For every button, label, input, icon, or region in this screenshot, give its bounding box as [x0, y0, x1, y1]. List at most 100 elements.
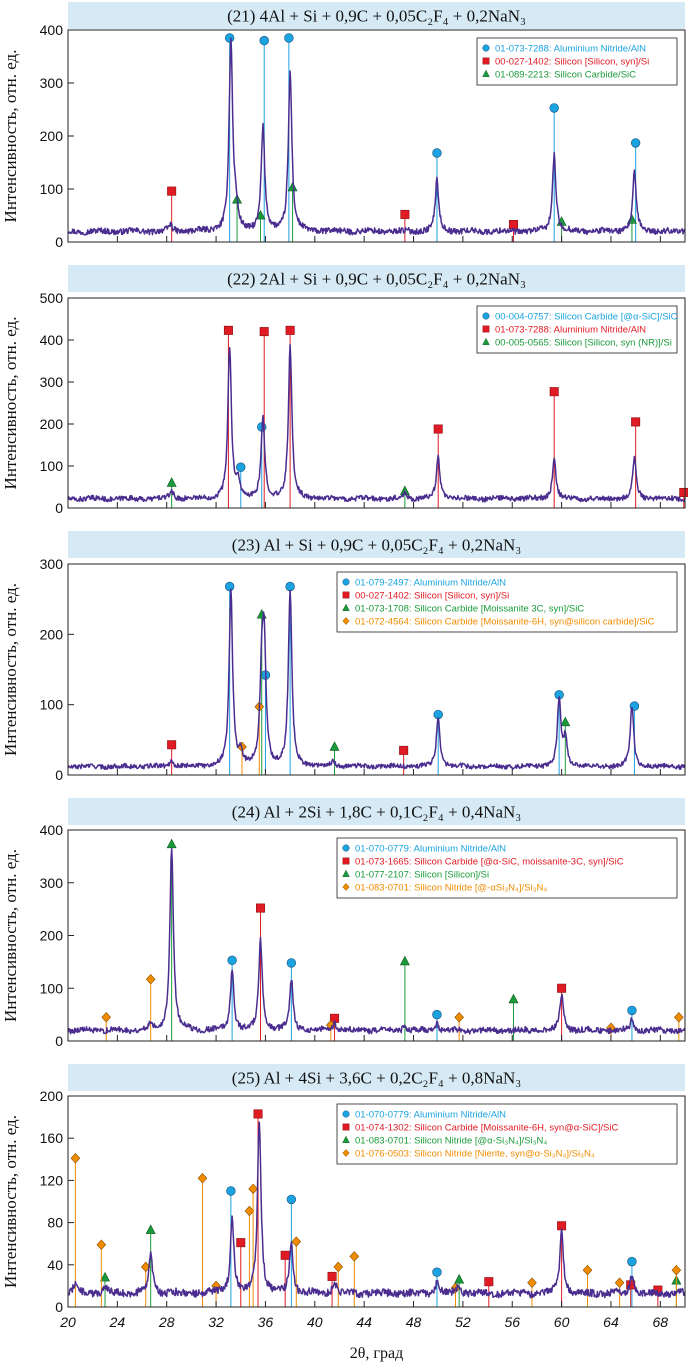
- legend-entry: 01-083-0701: Silicon Nitride [@-αSi₃N₄]/…: [355, 883, 547, 894]
- phase-marker-21: [244, 1205, 255, 1217]
- legend-marker-1: [342, 857, 350, 865]
- x-tick-label: 40: [307, 1314, 323, 1330]
- x-tick-label: 28: [158, 1314, 175, 1330]
- panel-title-band: [68, 1064, 685, 1091]
- panel-title-band: [68, 265, 685, 292]
- phase-marker-2: [285, 581, 295, 592]
- y-tick-label: 120: [40, 1172, 64, 1188]
- xrd-curve: [67, 588, 686, 771]
- panel-title-band: [68, 2, 685, 29]
- phase-marker-1: [236, 462, 246, 472]
- y-tick-label: 160: [40, 1130, 64, 1146]
- phase-marker-4: [549, 103, 559, 113]
- phase-marker-16: [70, 1153, 81, 1164]
- phase-marker-9: [508, 993, 519, 1004]
- x-tick-label: 24: [109, 1314, 126, 1330]
- phase-marker-19: [197, 1173, 208, 1184]
- phase-marker-4: [236, 1238, 246, 1248]
- legend-entry: 00-005-0565: Silicon [Silicon, syn (NR)]…: [495, 338, 672, 349]
- x-tick-label: 60: [554, 1314, 570, 1330]
- y-tick-label: 40: [47, 1257, 63, 1273]
- y-tick-label: 200: [40, 928, 64, 944]
- phase-marker-7: [400, 209, 410, 219]
- phase-marker-29: [614, 1277, 625, 1288]
- phase-marker-12: [100, 1271, 111, 1282]
- y-tick-label: 400: [40, 822, 64, 838]
- legend-marker-0: [342, 578, 350, 586]
- xrd-panel-21: (21) 4Al + Si + 0,9C + 0,05C₂F₄ + 0,2NaN…: [1, 2, 686, 250]
- phase-marker-10: [101, 1012, 112, 1023]
- panel-title: (22) 2Al + Si + 0,9C + 0,05C₂F₄ + 0,2NaN…: [227, 270, 526, 289]
- phase-marker-0: [226, 1186, 236, 1196]
- phase-marker-13: [145, 1224, 156, 1234]
- phase-marker-2: [223, 325, 233, 335]
- y-tick-label: 400: [40, 22, 64, 38]
- legend-entry: 01-072-4564: Silicon Carbide [Moissanite…: [355, 617, 655, 628]
- phase-marker-8: [508, 220, 518, 230]
- legend-entry: 01-079-2497: Aluminium Nitride/AlN: [355, 578, 506, 589]
- xrd-panel-23: (23) Al + Si + 0,9C + 0,05C₂F₄ + 0,2NaN₃…: [1, 531, 686, 783]
- panel-title: (21) 4Al + Si + 0,9C + 0,05C₂F₄ + 0,2NaN…: [227, 7, 526, 26]
- phase-marker-1: [286, 958, 297, 968]
- phase-marker-11: [145, 974, 156, 985]
- y-tick-label: 500: [40, 290, 64, 306]
- phase-marker-25: [349, 1251, 360, 1262]
- phase-marker-22: [248, 1183, 258, 1195]
- plot-frame: [67, 297, 686, 509]
- panel-title-band: [68, 798, 685, 825]
- legend-marker-1: [342, 1123, 350, 1131]
- legend-marker-0: [342, 844, 350, 852]
- y-tick-label: 0: [55, 500, 63, 516]
- phase-marker-14: [454, 1273, 465, 1284]
- legend-entry: 01-073-7288: Aluminium Nitride/AlN: [495, 44, 646, 55]
- phase-marker-0: [227, 955, 237, 965]
- legend-box: [476, 305, 678, 354]
- x-tick-label: 68: [653, 1314, 669, 1330]
- legend-marker-3: [342, 617, 350, 625]
- y-tick-label: 400: [40, 332, 64, 348]
- y-axis-label: Интенсивность, отн. ед.: [1, 1115, 20, 1288]
- legend-marker-0: [482, 44, 490, 52]
- phase-marker-5: [433, 424, 443, 434]
- y-tick-label: 300: [40, 875, 64, 891]
- phase-marker-23: [291, 1236, 302, 1247]
- x-tick-label: 44: [356, 1314, 372, 1330]
- phase-marker-6: [549, 387, 559, 397]
- plot-frame: [67, 563, 686, 776]
- y-tick-label: 80: [47, 1215, 63, 1231]
- y-axis-label: Интенсивность, отн. ед.: [1, 317, 20, 490]
- y-tick-label: 200: [40, 1088, 64, 1104]
- phase-marker-6: [557, 983, 567, 993]
- xrd-panel-24: (24) Al + 2Si + 1,8C + 0,1C₂F₄ + 0,4NaN₃…: [1, 798, 686, 1049]
- legend-marker-2: [342, 1135, 350, 1143]
- legend-marker-0: [342, 1110, 350, 1118]
- xrd-curve: [67, 1121, 686, 1299]
- phase-marker-6: [280, 1250, 290, 1260]
- phase-marker-8: [399, 955, 410, 966]
- phase-marker-0: [224, 581, 235, 592]
- y-axis-label: Интенсивность, отн. ед.: [1, 50, 20, 223]
- x-tick-label: 20: [59, 1314, 76, 1330]
- y-tick-label: 0: [55, 1299, 63, 1315]
- legend-marker-1: [342, 591, 350, 599]
- phase-marker-28: [582, 1264, 593, 1276]
- legend-marker-2: [482, 69, 490, 77]
- x-tick-label: 36: [258, 1314, 274, 1330]
- xrd-curve: [67, 848, 686, 1035]
- legend-marker-2: [342, 869, 350, 877]
- phase-marker-1: [259, 35, 269, 46]
- legend-entry: 01-070-0779: Aluminium Nitride/AlN: [355, 1110, 506, 1121]
- y-tick-label: 200: [40, 626, 64, 642]
- phase-marker-27: [527, 1277, 537, 1288]
- y-tick-label: 0: [55, 234, 63, 250]
- phase-marker-2: [432, 1009, 442, 1020]
- y-tick-label: 300: [40, 556, 64, 572]
- legend-entry: 01-070-0779: Aluminium Nitride/AlN: [355, 844, 506, 855]
- xrd-panel-22: (22) 2Al + Si + 0,9C + 0,05C₂F₄ + 0,2NaN…: [1, 265, 688, 516]
- x-tick-label: 64: [603, 1314, 619, 1330]
- y-tick-label: 200: [40, 128, 64, 144]
- legend-box: [336, 1103, 678, 1165]
- phase-marker-3: [627, 1005, 637, 1016]
- phase-marker-3: [627, 1256, 637, 1267]
